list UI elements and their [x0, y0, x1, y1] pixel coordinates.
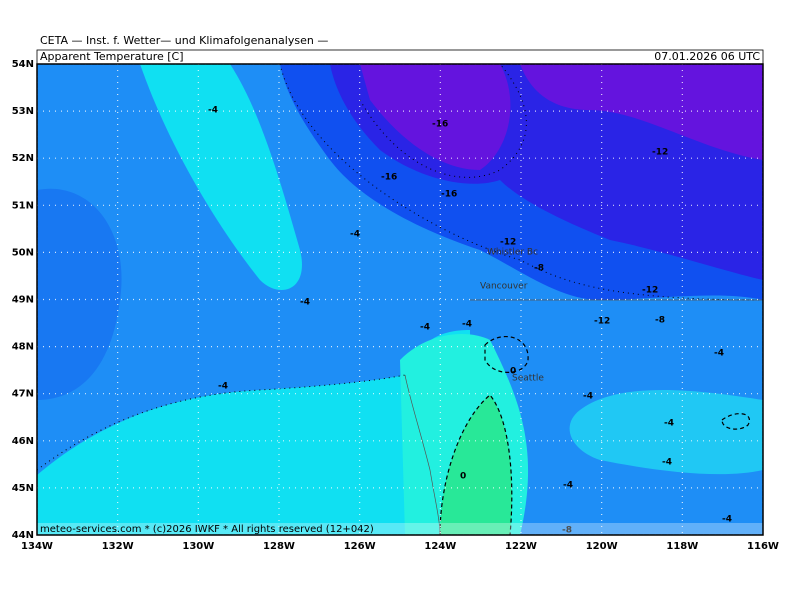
footer: meteo-services.com * (c)2026 IWKF * All … [40, 524, 374, 535]
contour-line [359, 64, 527, 178]
y-tick-label: 44N [12, 530, 34, 541]
contour-line [439, 394, 513, 535]
contour-label: -12 [652, 148, 668, 158]
x-tick-label: 134W [21, 541, 53, 552]
contour-label: -12 [642, 286, 658, 296]
contour-label: -12 [500, 238, 516, 248]
y-tick-label: 50N [12, 247, 34, 258]
contour-label: -4 [563, 481, 573, 491]
y-tick-label: 49N [12, 295, 34, 306]
field-island [140, 64, 302, 290]
field-green [440, 395, 512, 535]
footer-bar [37, 523, 763, 535]
field-cyan [37, 330, 470, 535]
contour-label: -4 [300, 298, 310, 308]
y-tick-label: 45N [12, 483, 34, 494]
x-tick-label: 116W [747, 541, 779, 552]
contour-label: -4 [722, 515, 732, 525]
contour-label: -8 [534, 264, 544, 274]
x-tick-label: 124W [424, 541, 456, 552]
contour-label: -4 [664, 419, 674, 429]
contour-label: -4 [714, 349, 724, 359]
header: CETA — Inst. f. Wetter— und Klimafolgena… [40, 34, 328, 47]
x-tick-label: 118W [666, 541, 698, 552]
contour-label: -4 [420, 323, 430, 333]
contour-label: -8 [655, 316, 665, 326]
contour-label: -8 [562, 526, 572, 536]
y-tick-label: 52N [12, 153, 34, 164]
contour-label: -4 [350, 230, 360, 240]
y-tick-label: 46N [12, 436, 34, 447]
city-label: Seattle [512, 374, 544, 384]
valid-time: 07.01.2026 06 UTC [654, 50, 760, 63]
x-tick-label: 122W [505, 541, 537, 552]
contour-label: -4 [208, 106, 218, 116]
city-label: Vancouver [480, 282, 528, 292]
y-tick-label: 48N [12, 342, 34, 353]
temperature-field [37, 64, 763, 535]
overlay: Whistler Bc Vancouver Seattle -4 -16 -16 -16 -1… [208, 106, 732, 536]
field-blob [37, 188, 122, 400]
contour-line [484, 336, 529, 373]
title: Apparent Temperature [C] [40, 50, 184, 63]
field-lightblue [569, 390, 763, 475]
contour-label: -16 [381, 173, 397, 183]
contour-label: -16 [441, 190, 457, 200]
x-tick-label: 132W [102, 541, 134, 552]
x-tick-label: 130W [182, 541, 214, 552]
coastline [404, 374, 441, 535]
contour-label: -4 [583, 392, 593, 402]
contour-label: -4 [218, 382, 228, 392]
contour-label: 0 [460, 472, 466, 482]
contour-label: 0 [510, 367, 516, 377]
y-tick-label: 51N [12, 200, 34, 211]
contour-label: -4 [662, 458, 672, 468]
contour-label: -12 [594, 317, 610, 327]
contour-line [721, 413, 751, 430]
y-tick-label: 53N [12, 106, 34, 117]
x-tick-label: 128W [263, 541, 295, 552]
map-frame [36, 63, 764, 536]
y-tick-label: 54N [12, 59, 34, 70]
city-label: Whistler Bc [487, 248, 538, 258]
contour-label: -4 [462, 320, 472, 330]
contour-label: -16 [432, 120, 448, 130]
field-purple [360, 64, 763, 170]
x-tick-label: 126W [344, 541, 376, 552]
y-tick-label: 47N [12, 389, 34, 400]
x-tick-label: 120W [586, 541, 618, 552]
